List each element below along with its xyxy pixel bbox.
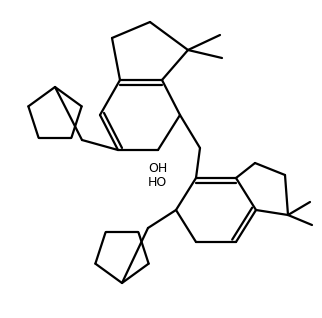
Text: HO: HO	[148, 176, 167, 189]
Text: OH: OH	[148, 162, 167, 175]
